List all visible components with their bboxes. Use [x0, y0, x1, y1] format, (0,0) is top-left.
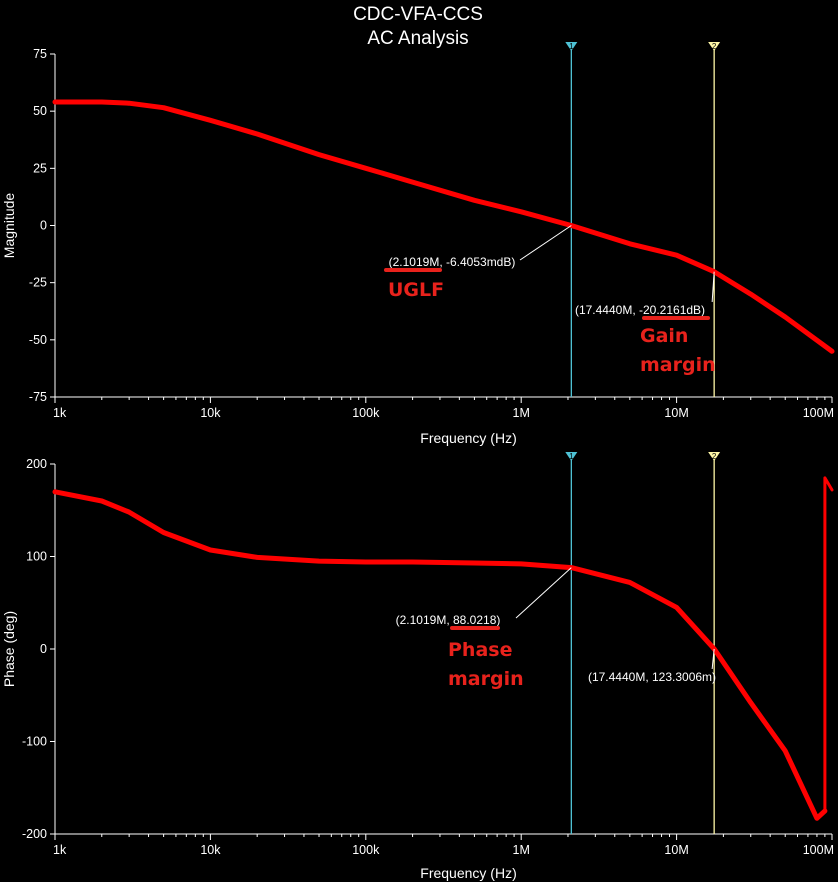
x-axis-label: Frequency (Hz) — [420, 865, 516, 881]
phase-trace — [823, 476, 834, 813]
x-tick-label: 10k — [200, 843, 221, 857]
cursor-2-marker — [708, 452, 721, 461]
cursor-2-readout: (17.4440M, -20.2161dB) — [575, 303, 705, 317]
y-tick-label: -50 — [29, 333, 47, 347]
y-tick-label: 25 — [33, 161, 47, 175]
y-tick-label: 0 — [40, 219, 47, 233]
cursor-2-marker-label: 2 — [712, 42, 717, 51]
y-tick-label: 200 — [26, 457, 47, 471]
readout-leader — [711, 271, 715, 303]
cursor-1-readout: (2.1019M, 88.0218) — [396, 613, 501, 627]
phase-panel: 1k 10k 100k 1M 10M 100M 200 100 0 -100 -200 Frequen… — [1, 452, 834, 881]
y-tick-label: -200 — [22, 827, 47, 841]
cursor-1-marker-label: 1 — [569, 42, 574, 51]
cursor-1-marker-label: 1 — [569, 452, 574, 461]
readout-leader — [515, 567, 572, 619]
x-tick-label: 100k — [352, 843, 380, 857]
x-tick-label: 1k — [53, 843, 67, 857]
x-tick-label: 100M — [803, 843, 834, 857]
cursor-1-marker — [565, 42, 578, 51]
x-tick-label: 1M — [513, 406, 530, 420]
y-axis-label: Magnitude — [1, 193, 17, 259]
magnitude-trace — [52, 99, 835, 354]
x-axis-label: Frequency (Hz) — [420, 430, 516, 446]
cursor-1-marker — [565, 452, 578, 461]
x-tick-label: 10M — [664, 406, 688, 420]
y-tick-label: 50 — [33, 104, 47, 118]
y-axis-label: Phase (deg) — [1, 611, 17, 687]
y-tick-label: -75 — [29, 390, 47, 404]
x-tick-label: 1k — [53, 406, 67, 420]
readout-leader — [711, 648, 715, 670]
y-tick-label: -25 — [29, 276, 47, 290]
cursor-2-marker — [708, 42, 721, 51]
x-tick-label: 10k — [200, 406, 221, 420]
phase-trace — [52, 489, 828, 821]
annotation-note-line: Gain — [640, 325, 688, 347]
annotation-note-line: margin — [640, 354, 716, 376]
y-tick-label: 0 — [40, 642, 47, 656]
magnitude-panel: 1k 10k 100k 1M 10M 100M 75 50 25 0 -25 -50 -75 Freque… — [1, 42, 835, 446]
readout-leader — [519, 225, 572, 261]
cursor-1-readout: (2.1019M, -6.4053mdB) — [389, 255, 516, 269]
annotation-note: UGLF — [388, 279, 444, 301]
x-tick-label: 100k — [352, 406, 380, 420]
annotation-note-line: margin — [448, 668, 524, 690]
cursor-2-readout: (17.4440M, 123.3006m) — [588, 670, 716, 684]
chart-title: CDC-VFA-CCS — [353, 4, 483, 25]
x-tick-label: 100M — [803, 406, 834, 420]
cursor-2-marker-label: 2 — [712, 452, 717, 461]
x-tick-label: 10M — [664, 843, 688, 857]
y-tick-label: 75 — [33, 47, 47, 61]
x-tick-label: 1M — [513, 843, 530, 857]
chart-subtitle: AC Analysis — [367, 28, 468, 49]
y-tick-label: 100 — [26, 550, 47, 564]
y-tick-label: -100 — [22, 735, 47, 749]
annotation-note-line: Phase — [448, 639, 512, 661]
